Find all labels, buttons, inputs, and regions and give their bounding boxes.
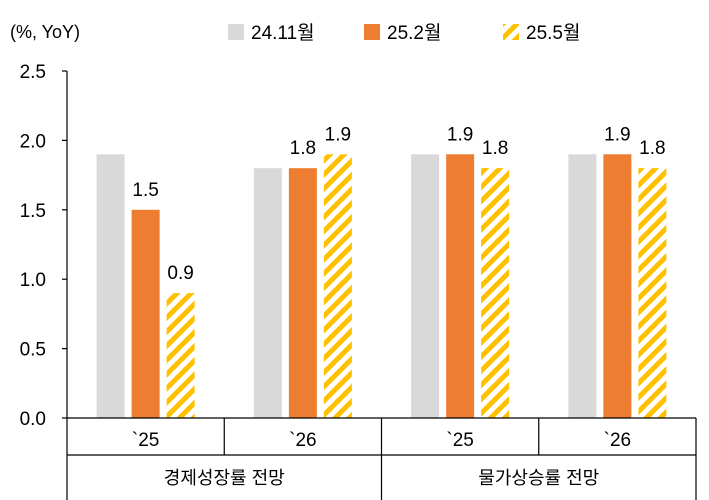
y-axis-unit-label: (%, YoY) (10, 22, 80, 42)
bar-series3-cat1 (166, 293, 195, 418)
legend-swatch-1 (228, 24, 244, 40)
bar-series1-cat4 (568, 154, 597, 418)
bar-series3-cat2 (323, 154, 352, 418)
data-label: 1.9 (447, 124, 473, 145)
y-tick-label: 2.0 (20, 131, 46, 152)
data-label: 1.9 (604, 124, 630, 145)
legend-label-2: 25.2월 (387, 22, 441, 44)
legend-label-1: 24.11월 (251, 22, 315, 44)
legend: 24.11월 25.2월 25.5월 (228, 22, 580, 44)
data-label: 1.8 (639, 138, 665, 159)
y-tick-label: 2.5 (20, 62, 46, 83)
bars: 1.5 0.9 1.8 1.9 1.9 1.8 1.9 1.8 (96, 124, 667, 418)
x-tick-label: `25 (132, 430, 159, 451)
x-group-label: 경제성장률 전망 (164, 468, 285, 488)
legend-swatch-3 (503, 24, 519, 40)
y-tick-label: 0.0 (20, 409, 46, 430)
y-tick-label: 1.5 (20, 201, 46, 222)
legend-swatch-2 (364, 24, 380, 40)
bar-series2-cat2 (288, 168, 317, 418)
bar-series2-cat1 (131, 209, 160, 418)
data-label: 1.8 (290, 138, 316, 159)
data-label: 1.9 (325, 124, 351, 145)
bar-series2-cat4 (603, 154, 632, 418)
y-axis: 0.0 0.5 1.0 1.5 2.0 2.5 (20, 62, 68, 430)
x-group-label: 물가상승률 전망 (478, 468, 599, 488)
y-tick-label: 1.0 (20, 270, 46, 291)
legend-label-3: 25.5월 (526, 22, 580, 44)
x-tick-label: `26 (289, 430, 316, 451)
bar-series1-cat1 (96, 154, 125, 418)
x-tick-label: `25 (446, 430, 473, 451)
x-tick-label: `26 (604, 430, 631, 451)
bar-series3-cat4 (638, 168, 667, 418)
bar-series1-cat3 (411, 154, 440, 418)
data-label: 1.8 (482, 138, 508, 159)
bar-series2-cat3 (446, 154, 475, 418)
bar-series1-cat2 (253, 168, 282, 418)
y-tick-label: 0.5 (20, 340, 46, 361)
bar-series3-cat3 (481, 168, 510, 418)
data-label: 0.9 (167, 263, 193, 284)
data-label: 1.5 (132, 180, 158, 201)
